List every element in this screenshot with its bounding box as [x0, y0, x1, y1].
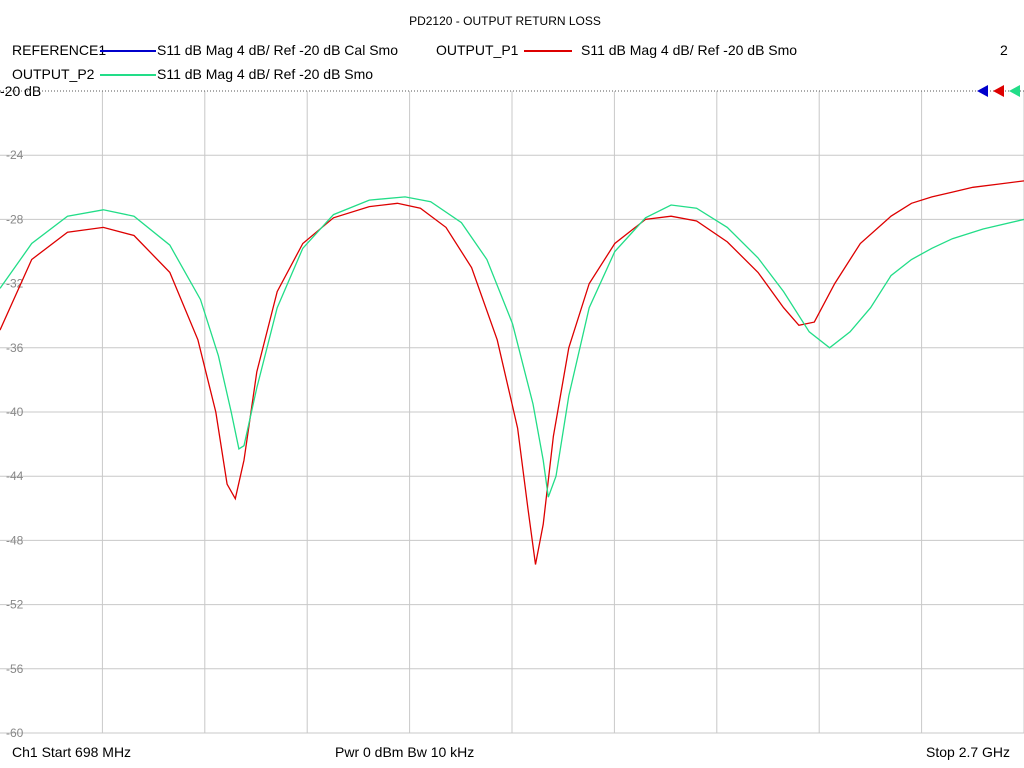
channel-number: 2 [1000, 42, 1008, 58]
legend-desc-reference1: S11 dB Mag 4 dB/ Ref -20 dB Cal Smo [157, 42, 398, 58]
y-tick-label: -28 [6, 212, 24, 226]
footer-stop: Stop 2.7 GHz [926, 744, 1011, 760]
ref-marker-output-p2 [1009, 85, 1020, 97]
legend-name-output-p2: OUTPUT_P2 [12, 66, 95, 82]
y-tick-label: -48 [6, 533, 24, 547]
traces [0, 180, 1024, 565]
y-tick-label: -24 [6, 148, 24, 162]
footer-power: Pwr 0 dBm Bw 10 kHz [335, 744, 475, 760]
y-tick-label: -36 [6, 341, 24, 355]
footer-start: Ch1 Start 698 MHz [12, 744, 132, 760]
legend-desc-output-p2: S11 dB Mag 4 dB/ Ref -20 dB Smo [157, 66, 374, 82]
chart-title: PD2120 - OUTPUT RETURN LOSS [409, 14, 601, 28]
grid [0, 90, 1024, 734]
reference-level-label: -20 dB [0, 83, 42, 99]
y-tick-label: -52 [6, 598, 24, 612]
legend-swatch-output-p2 [100, 74, 156, 76]
ref-marker-output-p1 [993, 85, 1004, 97]
legend-desc-output-p1: S11 dB Mag 4 dB/ Ref -20 dB Smo [581, 42, 798, 58]
legend-name-output-p1: OUTPUT_P1 [436, 42, 519, 58]
y-tick-label: -40 [6, 405, 24, 419]
y-tick-label: -44 [6, 469, 24, 483]
legend-name-reference1: REFERENCE1 [12, 42, 107, 58]
y-tick-labels: -24-28-32-36-40-44-48-52-56-60 [6, 148, 24, 740]
legend-swatch-reference1 [100, 50, 156, 52]
ref-marker-reference1 [977, 85, 988, 97]
y-tick-label: -60 [6, 726, 24, 740]
trace-output-p1 [0, 180, 1024, 565]
reference-markers [977, 85, 1020, 97]
legend-swatch-output-p1 [524, 50, 572, 52]
trace-output-p2 [0, 196, 1024, 498]
y-tick-label: -56 [6, 662, 24, 676]
